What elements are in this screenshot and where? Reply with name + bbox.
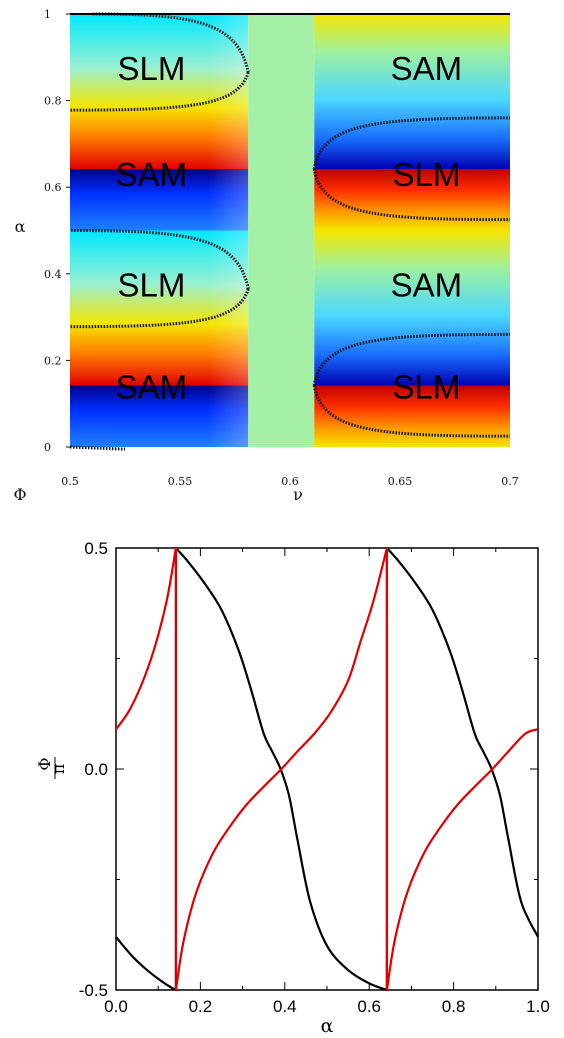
heatmap-x-ticks: 0.5 0.55 0.6 0.65 0.7	[61, 475, 519, 488]
x-tick-label: 0.2	[189, 997, 213, 1016]
heatmap-x-tick-label: 0.7	[501, 475, 519, 488]
gap-region	[248, 14, 315, 447]
boundary-curve	[91, 12, 250, 73]
series-line-1	[115, 546, 539, 992]
boundary-curve	[312, 168, 511, 222]
region-label: SAM	[391, 50, 463, 87]
heatmap-y-tick-label: 0.6	[44, 181, 62, 194]
heatmap-y-tick-label: 0.8	[44, 95, 62, 108]
heatmap-y-axis-label: α	[15, 217, 26, 236]
x-tick-label: 0.6	[357, 997, 381, 1016]
boundary-curve	[69, 229, 250, 290]
region-label: SLM	[117, 50, 185, 87]
x-tick-label: 1.0	[526, 997, 550, 1016]
line-chart-ticks: 0.0 0.2 0.4 0.6 0.8 1.0-0.50.00.5	[79, 539, 550, 1016]
heatmap-y-tick-label: 0.4	[44, 268, 62, 281]
x-tick-label: 0.8	[442, 997, 466, 1016]
region-label: SAM	[116, 156, 188, 193]
boundary-curve	[69, 288, 250, 329]
line-chart-y-label-denominator: π	[49, 764, 68, 775]
heatmap-x-tick-label: 0.55	[168, 475, 193, 488]
heatmap-fade	[208, 14, 249, 447]
heatmap-band-right	[314, 230, 510, 386]
line-chart-series	[115, 546, 539, 992]
heatmap-y-tick-label: 1	[44, 8, 51, 21]
boundary-curves	[69, 12, 511, 451]
x-tick-label: 0.4	[273, 997, 297, 1016]
boundary-curve	[312, 116, 511, 170]
heatmap-y-ticks: 0 0.2 0.4 0.6 0.8 1	[44, 8, 70, 454]
x-tick-label: 0.0	[104, 997, 128, 1016]
heatmap-band-right	[314, 14, 510, 170]
y-tick-label: 0.5	[84, 539, 108, 558]
heatmap-y-tick-label: 0	[44, 441, 51, 454]
region-labels: SLM SAM SLM SAM SAM SLM SAM SLM	[116, 50, 463, 405]
line-chart-x-axis-label: α	[321, 1015, 334, 1037]
boundary-curve	[69, 445, 126, 451]
boundary-curve	[69, 72, 250, 112]
boundary-curve	[312, 385, 511, 438]
region-label: SAM	[116, 368, 188, 405]
region-label: SAM	[391, 267, 463, 304]
heatmap-x-axis-label: ν	[293, 485, 303, 504]
region-label: SLM	[392, 368, 460, 405]
heatmap-x-tick-label: 0.6	[281, 475, 299, 488]
heatmap-x-tick-label: 0.5	[61, 475, 79, 488]
heatmap-y-tick-label: 0.2	[44, 354, 62, 367]
series-line-0	[115, 546, 539, 992]
region-label: SLM	[117, 267, 185, 304]
line-chart-y-label-numerator: Φ	[35, 757, 54, 770]
heatmap-color-bands	[70, 14, 510, 447]
boundary-curve	[312, 332, 511, 386]
region-label: SLM	[392, 156, 460, 193]
line-chart-panel: 0.0 0.2 0.4 0.6 0.8 1.0-0.50.00.5 α Φ π	[35, 539, 550, 1037]
colorbar-label: Φ	[13, 485, 26, 504]
y-tick-label: 0.0	[84, 760, 108, 779]
heatmap-x-tick-label: 0.65	[388, 475, 413, 488]
plot-frame	[115, 547, 539, 991]
y-tick-label: -0.5	[79, 981, 108, 1000]
